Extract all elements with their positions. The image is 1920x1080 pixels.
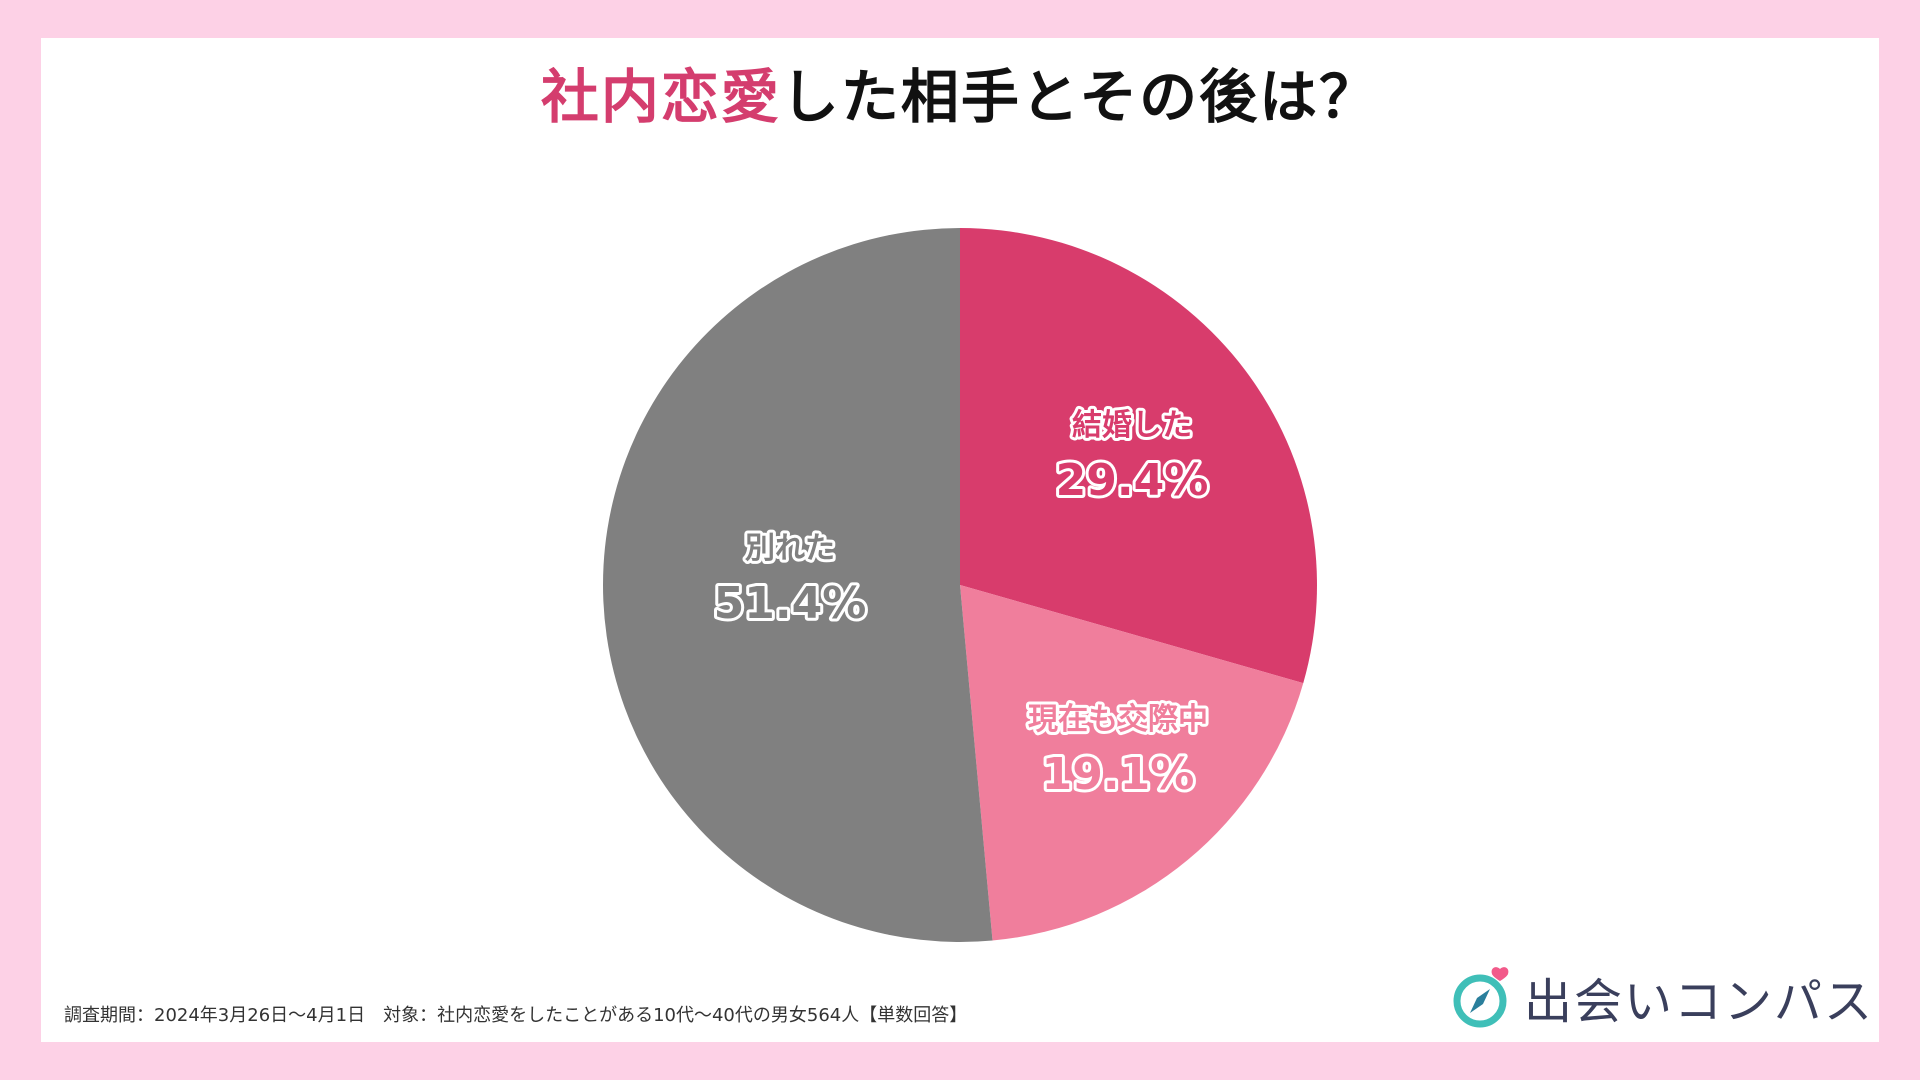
survey-footnote: 調査期間：2024年3月26日〜4月1日 対象：社内恋愛をしたことがある10代〜… (64, 1005, 968, 1026)
chart-title: 社内恋愛した相手とその後は？ (0, 68, 1920, 126)
compass-heart-icon (1450, 965, 1514, 1029)
brand-name: 出会いコンパス (1524, 974, 1875, 1030)
brand-logo: 出会いコンパス (1450, 962, 1874, 1032)
slice-value-2: 19.1% (1042, 749, 1195, 800)
slice-value-3: 51.4% (714, 578, 867, 629)
slice-label-1: 結婚した (1072, 408, 1192, 443)
chart-title-accent: 社内恋愛 (540, 63, 781, 131)
slice-value-1: 29.4% (1056, 455, 1209, 506)
pie-slice-2 (960, 585, 1304, 941)
chart-title-rest: した相手とその後は？ (780, 63, 1380, 131)
pie-slice-1 (960, 228, 1317, 684)
slice-label-3: 別れた (745, 531, 835, 566)
slice-label-2: 現在も交際中 (1028, 702, 1208, 737)
pie-slice-3 (603, 228, 993, 942)
